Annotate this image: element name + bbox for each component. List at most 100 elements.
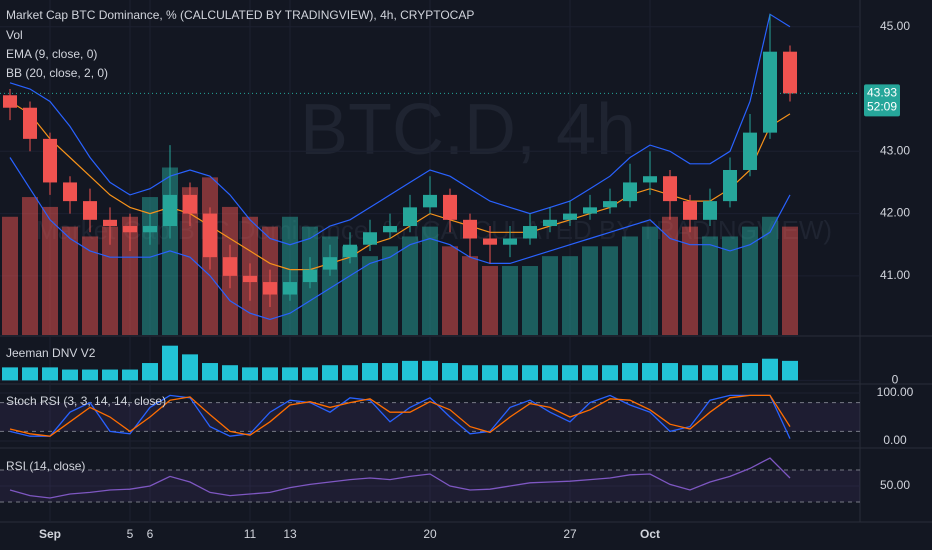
- y-tick-label: 42.00: [880, 206, 910, 220]
- candle-body: [463, 219, 477, 239]
- candle-body: [163, 194, 177, 227]
- volume-bar: [622, 236, 638, 335]
- dnv-bar: [122, 369, 138, 381]
- y-tick-label: 0.00: [883, 433, 907, 447]
- candle-body: [243, 275, 257, 283]
- dnv-bar: [362, 363, 378, 381]
- candle-body: [403, 207, 417, 227]
- candle-body: [543, 219, 557, 227]
- dnv-bar: [442, 363, 458, 381]
- volume-bar: [362, 256, 378, 335]
- pane-title: Stoch RSI (3, 3, 14, 14, close): [6, 394, 166, 408]
- candle-body: [623, 182, 637, 202]
- volume-bar: [522, 266, 538, 335]
- candle-body: [643, 176, 657, 183]
- volume-bar: [42, 206, 58, 335]
- dnv-bar: [542, 365, 558, 381]
- candle-body: [323, 257, 337, 270]
- volume-bar: [642, 226, 658, 335]
- candle-body: [363, 232, 377, 245]
- dnv-bar: [562, 365, 578, 381]
- dnv-bar: [742, 363, 758, 381]
- candle-body: [43, 138, 57, 183]
- x-tick-label: Oct: [640, 527, 660, 541]
- volume-bar: [482, 266, 498, 335]
- dnv-bar: [282, 367, 298, 381]
- dnv-bar: [162, 345, 178, 381]
- candle-body: [383, 226, 397, 233]
- volume-bar: [502, 266, 518, 335]
- indicator-line: [9, 457, 791, 499]
- volume-bar: [122, 216, 138, 335]
- y-tick-label: 45.00: [880, 19, 910, 33]
- candle-body: [703, 201, 717, 220]
- dnv-bar: [782, 360, 798, 381]
- x-tick-label: 5: [127, 527, 134, 541]
- candle-body: [103, 219, 117, 227]
- dnv-bar: [522, 365, 538, 381]
- candle-body: [743, 132, 757, 170]
- dnv-bar: [102, 369, 118, 381]
- x-tick-label: 13: [283, 527, 297, 541]
- watermark: BTC.D, 4h: [300, 90, 636, 170]
- volume-bar: [462, 256, 478, 335]
- dnv-bar: [82, 369, 98, 381]
- dnv-bar: [482, 365, 498, 381]
- volume-bar: [102, 226, 118, 335]
- candle-body: [603, 201, 617, 208]
- volume-bar: [82, 236, 98, 335]
- candle-body: [683, 201, 697, 220]
- dnv-bar: [262, 367, 278, 381]
- dnv-bar: [702, 365, 718, 381]
- candle-body: [303, 269, 317, 283]
- dnv-bar: [2, 367, 18, 381]
- candle-body: [83, 201, 97, 220]
- candle-body: [723, 169, 737, 202]
- dnv-bar: [422, 360, 438, 381]
- volume-bar: [62, 226, 78, 335]
- candle-body: [763, 51, 777, 133]
- candle-body: [263, 282, 277, 295]
- y-tick-label: 50.00: [880, 478, 910, 492]
- legend-ema: EMA (9, close, 0): [6, 47, 97, 61]
- candle-body: [223, 257, 237, 276]
- indicator-line: [9, 394, 791, 439]
- candle-body: [583, 207, 597, 214]
- candle-body: [343, 244, 357, 258]
- x-tick-label: Sep: [39, 527, 61, 541]
- dnv-bar: [642, 363, 658, 381]
- dnv-bar: [42, 367, 58, 381]
- volume-bar: [662, 216, 678, 335]
- candle-body: [183, 194, 197, 214]
- volume-bar: [542, 256, 558, 335]
- bb-upper: [9, 13, 791, 246]
- volume-bar: [582, 246, 598, 335]
- dnv-bar: [402, 360, 418, 381]
- volume-bar: [342, 246, 358, 335]
- candle-body: [783, 51, 797, 94]
- dnv-bar: [762, 358, 778, 381]
- volume-bar: [2, 216, 18, 335]
- volume-bar: [602, 246, 618, 335]
- band-fill: [0, 470, 860, 502]
- legend-vol: Vol: [6, 28, 23, 42]
- candle-body: [143, 226, 157, 233]
- candle-body: [663, 176, 677, 202]
- volume-bar: [682, 226, 698, 335]
- dnv-bar: [22, 367, 38, 381]
- volume-bar: [182, 187, 198, 335]
- volume-bar: [562, 256, 578, 335]
- dnv-bar: [662, 363, 678, 381]
- candle-body: [503, 238, 517, 245]
- y-tick-label: 100.00: [877, 385, 914, 399]
- x-tick-label: 6: [147, 527, 154, 541]
- candle-body: [23, 107, 37, 139]
- y-tick-label: 41.00: [880, 268, 910, 282]
- volume-bar: [402, 236, 418, 335]
- ema-line: [9, 100, 791, 271]
- candle-body: [203, 213, 217, 258]
- dnv-bar: [462, 365, 478, 381]
- y-tick-label: 43.00: [880, 143, 910, 157]
- candle-body: [3, 95, 17, 108]
